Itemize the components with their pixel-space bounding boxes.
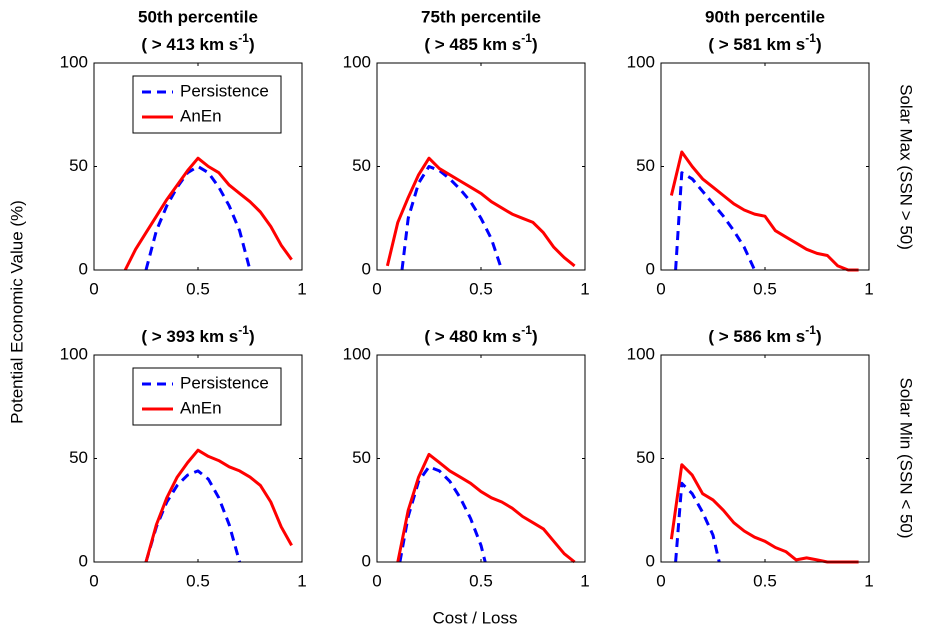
- subtitle-part: ): [532, 35, 538, 54]
- series-line: [398, 465, 487, 563]
- subtitle-part: ): [249, 35, 255, 54]
- y-tick-label: 100: [627, 52, 655, 71]
- subtitle-part: ): [532, 327, 538, 346]
- legend-label: Persistence: [180, 373, 269, 392]
- axes-box: [660, 62, 870, 271]
- chart-subtitle: ( > 586 km s-1): [708, 323, 821, 346]
- legend-label: AnEn: [180, 398, 222, 417]
- x-tick-label: 1: [297, 571, 306, 590]
- y-tick-label: 100: [627, 344, 655, 363]
- subtitle-part: -1: [238, 31, 249, 45]
- series-line: [385, 156, 576, 268]
- y-tick-label: 100: [60, 344, 88, 363]
- series-line: [144, 448, 293, 563]
- subtitle-part: ): [249, 327, 255, 346]
- x-tick-label: 1: [297, 279, 306, 298]
- x-tick-label: 0: [656, 279, 665, 298]
- x-tick-label: 0.5: [469, 571, 493, 590]
- legend-label: Persistence: [180, 81, 269, 100]
- y-tick-label: 0: [362, 551, 371, 570]
- x-tick-label: 0: [89, 571, 98, 590]
- y-tick-label: 0: [79, 551, 88, 570]
- axes-box: [376, 354, 586, 563]
- row-label: Solar Max (SSN > 50): [897, 84, 916, 250]
- x-tick-label: 1: [864, 279, 873, 298]
- legend-box: [132, 75, 282, 134]
- series-line: [396, 452, 576, 564]
- y-axis-label: Potential Economic Value (%): [7, 200, 26, 424]
- chart-subtitle: ( > 413 km s-1): [141, 31, 254, 54]
- legend-box: [132, 367, 282, 426]
- axes-box: [93, 354, 303, 563]
- x-axis-label: Cost / Loss: [432, 608, 517, 627]
- axes-box: [93, 62, 303, 271]
- row-label: Solar Min (SSN < 50): [897, 377, 916, 538]
- subtitle-part: -1: [521, 31, 532, 45]
- series-line: [400, 165, 504, 271]
- y-tick-label: 50: [69, 156, 88, 175]
- x-tick-label: 0.5: [186, 279, 210, 298]
- y-tick-label: 50: [69, 448, 88, 467]
- subtitle-part: -1: [805, 323, 816, 337]
- subtitle-part: -1: [521, 323, 532, 337]
- subtitle-part: ): [816, 327, 822, 346]
- chart-title: 75th percentile: [421, 7, 541, 26]
- y-tick-label: 50: [636, 156, 655, 175]
- x-tick-label: 0.5: [469, 279, 493, 298]
- x-tick-label: 1: [864, 571, 873, 590]
- y-tick-label: 100: [343, 344, 371, 363]
- y-tick-label: 0: [646, 551, 655, 570]
- subtitle-part: ( > 581 km s: [708, 35, 805, 54]
- chart-subtitle: ( > 480 km s-1): [424, 323, 537, 346]
- chart-subtitle: ( > 393 km s-1): [141, 323, 254, 346]
- subtitle-part: -1: [238, 323, 249, 337]
- series-line: [674, 481, 721, 563]
- y-tick-label: 0: [79, 259, 88, 278]
- x-tick-label: 0.5: [753, 571, 777, 590]
- subtitle-part: ( > 586 km s: [708, 327, 805, 346]
- series-line: [669, 463, 859, 564]
- y-tick-label: 100: [60, 52, 88, 71]
- subtitle-part: ( > 413 km s: [141, 35, 238, 54]
- series-line: [123, 156, 293, 271]
- axes-box: [660, 354, 870, 563]
- x-tick-label: 0: [372, 279, 381, 298]
- y-tick-label: 0: [646, 259, 655, 278]
- subtitle-part: -1: [805, 31, 816, 45]
- chart-title: 50th percentile: [138, 7, 258, 26]
- series-line: [669, 150, 859, 272]
- subtitle-part: ( > 485 km s: [424, 35, 521, 54]
- y-tick-label: 50: [352, 156, 371, 175]
- chart-subtitle: ( > 485 km s-1): [424, 31, 537, 54]
- x-tick-label: 0: [372, 571, 381, 590]
- y-tick-label: 50: [352, 448, 371, 467]
- x-tick-label: 1: [580, 571, 589, 590]
- x-tick-label: 0: [89, 279, 98, 298]
- subtitle-part: ( > 393 km s: [141, 327, 238, 346]
- series-line: [674, 171, 756, 271]
- y-tick-label: 100: [343, 52, 371, 71]
- chart-title: 90th percentile: [705, 7, 825, 26]
- x-tick-label: 0.5: [753, 279, 777, 298]
- x-tick-label: 0: [656, 571, 665, 590]
- axes-box: [376, 62, 586, 271]
- x-tick-label: 0.5: [186, 571, 210, 590]
- legend-label: AnEn: [180, 106, 222, 125]
- y-tick-label: 0: [362, 259, 371, 278]
- series-line: [144, 165, 252, 271]
- chart-subtitle: ( > 581 km s-1): [708, 31, 821, 54]
- subtitle-part: ): [816, 35, 822, 54]
- x-tick-label: 1: [580, 279, 589, 298]
- y-tick-label: 50: [636, 448, 655, 467]
- subtitle-part: ( > 480 km s: [424, 327, 521, 346]
